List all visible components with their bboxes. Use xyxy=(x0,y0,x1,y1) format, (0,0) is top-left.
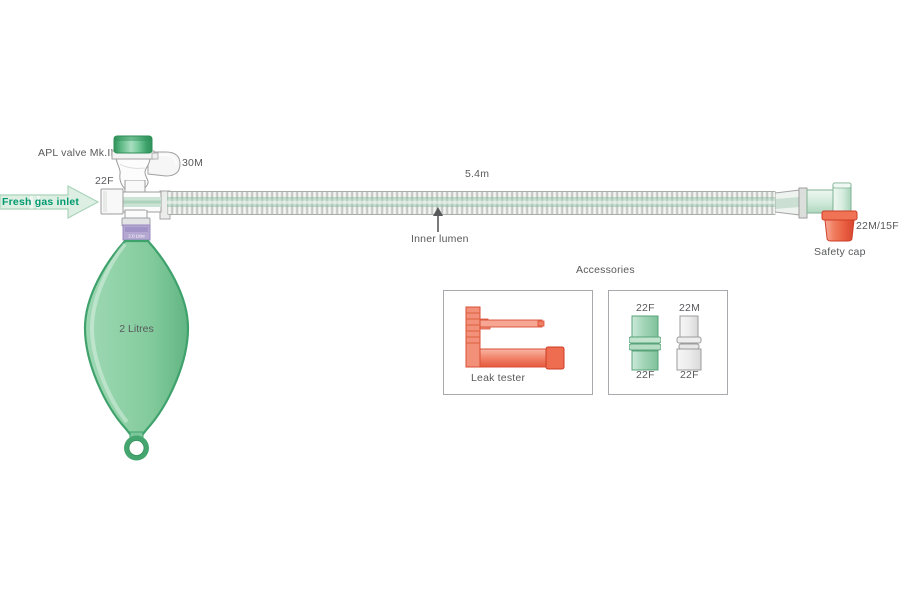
port-30m-label: 30M xyxy=(182,157,204,169)
fresh-gas-arrow-icon xyxy=(0,185,100,219)
leak-tester-label: Leak tester xyxy=(471,372,526,384)
patient-end-assembly xyxy=(775,182,858,242)
connectors-box xyxy=(608,290,728,395)
connector-green-bottom-label: 22F xyxy=(636,369,655,381)
apl-valve xyxy=(111,135,181,193)
connector-white-top-label: 22M xyxy=(679,302,701,314)
inner-lumen-line xyxy=(167,197,776,207)
corrugated-tube xyxy=(167,191,776,215)
apl-valve-label: APL valve Mk.II xyxy=(38,147,114,159)
fresh-gas-inlet-label: Fresh gas inlet xyxy=(2,196,80,208)
connector-green xyxy=(629,315,661,371)
leak-tester xyxy=(465,306,565,370)
bag-volume-label: 2 Litres xyxy=(119,323,153,335)
elbow-port-label: 22M/15F xyxy=(856,220,899,232)
connector-white-bottom-label: 22F xyxy=(680,369,699,381)
inner-lumen-arrow-icon xyxy=(433,207,443,232)
safety-cap-label: Safety cap xyxy=(814,246,866,258)
inner-lumen-label: Inner lumen xyxy=(411,233,469,245)
connector-white xyxy=(676,315,702,371)
breathing-bag: 2.0 Litre 2 Litres xyxy=(83,210,190,461)
port-22f-label: 22F xyxy=(95,175,114,187)
t-piece xyxy=(100,180,171,222)
accessories-title: Accessories xyxy=(576,264,635,276)
bag-band-label: 2.0 Litre xyxy=(128,234,145,239)
connector-green-top-label: 22F xyxy=(636,302,655,314)
tube-length-label: 5.4m xyxy=(465,168,490,180)
